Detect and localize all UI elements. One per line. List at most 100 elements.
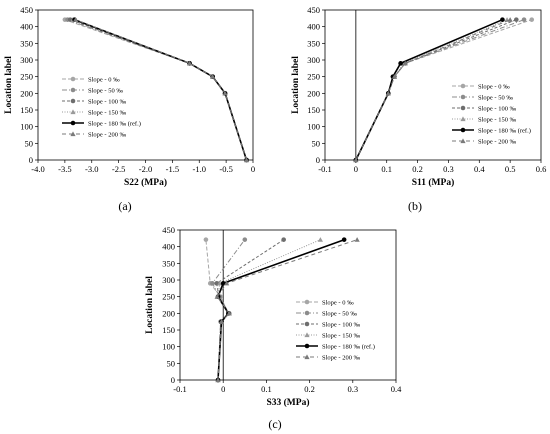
data-point xyxy=(226,310,232,316)
y-tick-label: 350 xyxy=(20,38,33,48)
y-tick-label: 50 xyxy=(167,358,176,368)
legend-label: Slope - 150 ‰ xyxy=(88,109,127,116)
legend-marker xyxy=(460,105,466,111)
series-line xyxy=(205,239,229,381)
legend-marker xyxy=(70,131,76,137)
plot-frame xyxy=(324,9,542,161)
legend-label: Slope - 0 ‰ xyxy=(88,76,120,83)
plot-frame xyxy=(179,229,397,381)
legend-label: Slope - 150 ‰ xyxy=(478,116,517,123)
x-tick-label: 0.3 xyxy=(443,164,454,174)
y-tick-label: 400 xyxy=(307,22,320,32)
x-tick-label: 0 xyxy=(251,164,255,174)
x-axis-label: S33 (MPa) xyxy=(266,397,309,408)
legend-marker xyxy=(460,116,466,122)
y-tick-label: 150 xyxy=(20,105,33,115)
data-point xyxy=(217,280,223,286)
legend-label: Slope - 0 ‰ xyxy=(322,299,354,306)
panel-a-chart: -4.0 -3.5 -3.0 -2.5 -2.0 -1.5 -1.0 -0.5 0 0 50 100 1… xyxy=(4,5,255,188)
x-tick-label: 0 xyxy=(354,164,358,174)
y-tick-label: 450 xyxy=(162,225,175,235)
y-axis-label: Location label xyxy=(291,56,301,114)
x-tick-label: 0.2 xyxy=(412,164,423,174)
x-tick-label: -2.5 xyxy=(112,164,125,174)
legend-marker xyxy=(70,87,76,93)
x-tick-label: 0.6 xyxy=(536,164,547,174)
y-tick-label: 100 xyxy=(20,122,33,132)
legend-marker xyxy=(304,299,310,305)
y-tick-label: 200 xyxy=(162,308,175,318)
y-axis-label: Location label xyxy=(145,276,155,334)
y-tick-label: 150 xyxy=(307,105,320,115)
data-point xyxy=(73,17,79,22)
data-point xyxy=(243,157,250,163)
plot-frame xyxy=(37,9,254,161)
data-point xyxy=(398,61,403,66)
data-point xyxy=(391,74,398,79)
y-tick-label: 350 xyxy=(162,258,175,268)
data-point xyxy=(203,237,209,242)
data-point xyxy=(529,17,535,22)
x-tick-label: 0.1 xyxy=(261,384,272,394)
y-tick-label: 450 xyxy=(20,5,33,15)
legend-marker xyxy=(460,127,466,133)
y-tick-label: 400 xyxy=(20,22,33,32)
data-point xyxy=(354,237,360,242)
legend-label: Slope - 50 ‰ xyxy=(88,87,123,94)
data-point xyxy=(514,17,519,22)
data-point xyxy=(521,17,527,22)
y-tick-label: 50 xyxy=(25,138,34,148)
data-point xyxy=(218,319,225,324)
x-tick-label: 0.5 xyxy=(505,164,516,174)
data-point xyxy=(210,281,215,286)
panel-c-label: (c) xyxy=(268,417,281,431)
y-tick-label: 0 xyxy=(316,155,320,165)
legend-marker xyxy=(460,94,466,100)
data-point xyxy=(353,157,359,163)
y-tick-label: 350 xyxy=(307,38,320,48)
x-tick-label: -0.5 xyxy=(219,164,232,174)
data-point xyxy=(215,377,221,383)
x-axis-label: S11 (MPa) xyxy=(412,177,454,188)
legend-marker xyxy=(70,76,76,82)
y-tick-label: 300 xyxy=(20,55,33,65)
y-tick-label: 0 xyxy=(171,375,175,385)
legend-label: Slope - 180 ‰ (ref.) xyxy=(88,120,141,127)
panel-a-label: (a) xyxy=(118,199,131,213)
data-point xyxy=(385,90,391,96)
data-point xyxy=(242,237,248,242)
legend-marker xyxy=(70,120,76,126)
x-tick-label: 0.1 xyxy=(381,164,392,174)
y-tick-label: 300 xyxy=(162,275,175,285)
x-tick-label: -1.5 xyxy=(166,164,179,174)
data-point xyxy=(500,17,505,22)
legend-label: Slope - 200 ‰ xyxy=(322,354,361,361)
legend-label: Slope - 200 ‰ xyxy=(88,131,127,138)
data-point xyxy=(341,237,347,242)
y-tick-label: 100 xyxy=(307,122,320,132)
y-tick-label: 0 xyxy=(29,155,33,165)
legend-label: Slope - 180 ‰ (ref.) xyxy=(322,343,375,350)
x-tick-label: 0.4 xyxy=(474,164,485,174)
y-tick-label: 150 xyxy=(162,325,175,335)
legend-label: Slope - 150 ‰ xyxy=(322,332,361,339)
data-point xyxy=(186,60,193,66)
x-tick-label: -3.0 xyxy=(85,164,98,174)
data-point xyxy=(224,280,230,286)
x-tick-label: -1.0 xyxy=(193,164,206,174)
legend: Slope - 0 ‰ Slope - 50 ‰ Slope - 100 ‰ Slop… xyxy=(452,83,531,145)
y-tick-label: 50 xyxy=(312,138,321,148)
legend-marker xyxy=(304,332,310,338)
series-line xyxy=(355,19,508,161)
legend-marker xyxy=(304,310,310,316)
panel-b-label: (b) xyxy=(408,199,422,213)
legend-label: Slope - 100 ‰ xyxy=(478,105,517,112)
y-tick-label: 250 xyxy=(20,72,33,82)
y-tick-label: 450 xyxy=(307,5,320,15)
y-tick-label: 100 xyxy=(162,342,175,352)
x-tick-label: -3.5 xyxy=(58,164,71,174)
legend-marker xyxy=(304,343,310,349)
y-tick-label: 300 xyxy=(307,55,320,65)
x-tick-label: 0.4 xyxy=(391,384,402,394)
